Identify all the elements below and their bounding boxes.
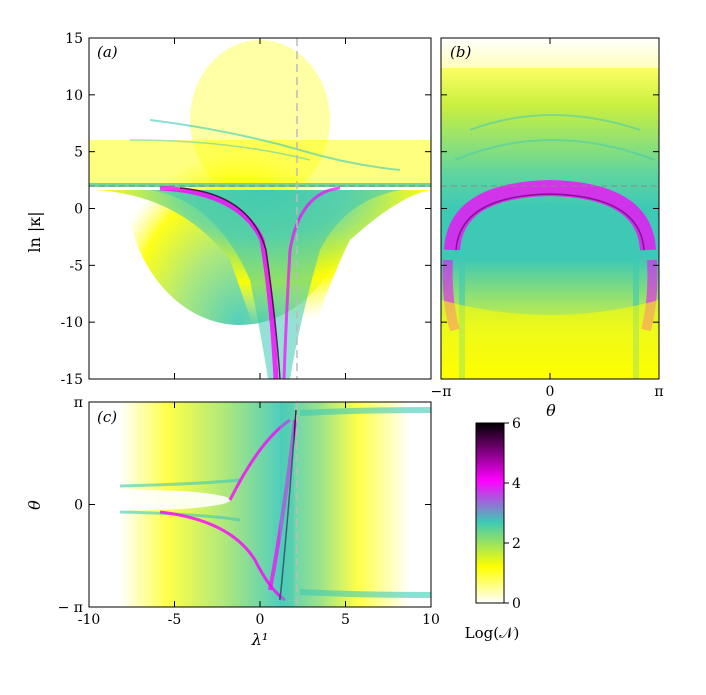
panel-c: (c) -10 -5 0 5 10 π 0 − π xyxy=(58,395,440,628)
panel-a: (a) 15 10 5 0 -5 -10 -15 xyxy=(60,31,432,388)
panel-a-y-tick-label: 10 xyxy=(65,88,83,104)
panel-c-y-tick-label: π xyxy=(74,395,83,411)
panel-c-x-tick-label: 5 xyxy=(341,612,350,628)
colorbar-label: Log(𝒩) xyxy=(465,624,520,642)
colorbar-gradient xyxy=(475,422,505,604)
panel-c-ticks: -10 -5 0 5 10 π 0 − π xyxy=(58,395,440,628)
y-axis-label-ln-kappa: ln |κ| xyxy=(25,211,44,252)
panel-a-y-tick-label: 5 xyxy=(74,145,83,161)
colorbar-tick-label: 0 xyxy=(512,596,521,612)
panel-a-ticks: 15 10 5 0 -5 -10 -15 xyxy=(60,31,432,388)
colorbar-tick-label: 2 xyxy=(512,536,521,552)
panel-b-x-tick-label: π xyxy=(654,384,663,400)
panel-b-label: (b) xyxy=(450,43,471,61)
colorbar-tick-label: 6 xyxy=(512,416,521,432)
panel-a-y-tick-label: -5 xyxy=(69,258,83,274)
panel-b: (b) −π 0 π xyxy=(431,37,664,400)
panel-b-heatmap xyxy=(441,38,659,379)
panel-c-y-tick-label: − π xyxy=(58,600,83,616)
panel-c-label: (c) xyxy=(97,408,117,426)
panel-b-ticks: −π 0 π xyxy=(431,37,664,400)
colorbar-ticks: 0 2 4 6 xyxy=(504,416,521,612)
panel-c-x-tick-label: -5 xyxy=(168,612,182,628)
panel-a-y-tick-label: 15 xyxy=(65,31,83,47)
panel-a-label: (a) xyxy=(97,43,118,61)
panel-a-heatmap xyxy=(89,38,431,379)
x-axis-label-lambda: λ¹ xyxy=(251,630,269,649)
panel-a-y-tick-label: -15 xyxy=(60,372,83,388)
panel-c-x-tick-label: 0 xyxy=(256,612,265,628)
panel-a-y-tick-label: 0 xyxy=(74,202,83,218)
panel-c-x-tick-label: 10 xyxy=(422,612,440,628)
colorbar-tick-label: 4 xyxy=(512,476,521,492)
colorbar: 0 2 4 6 Log(𝒩) xyxy=(465,416,521,642)
panel-c-y-tick-label: 0 xyxy=(74,498,83,514)
panel-a-y-tick-label: -10 xyxy=(60,315,83,331)
b-x-axis-label-theta: θ xyxy=(546,401,556,420)
panel-b-x-tick-label: −π xyxy=(431,384,452,400)
panel-b-x-tick-label: 0 xyxy=(546,384,555,400)
panel-c-heatmap xyxy=(89,402,431,607)
panel-c-x-tick-label: -10 xyxy=(78,612,101,628)
y-axis-label-theta: θ xyxy=(25,500,44,510)
